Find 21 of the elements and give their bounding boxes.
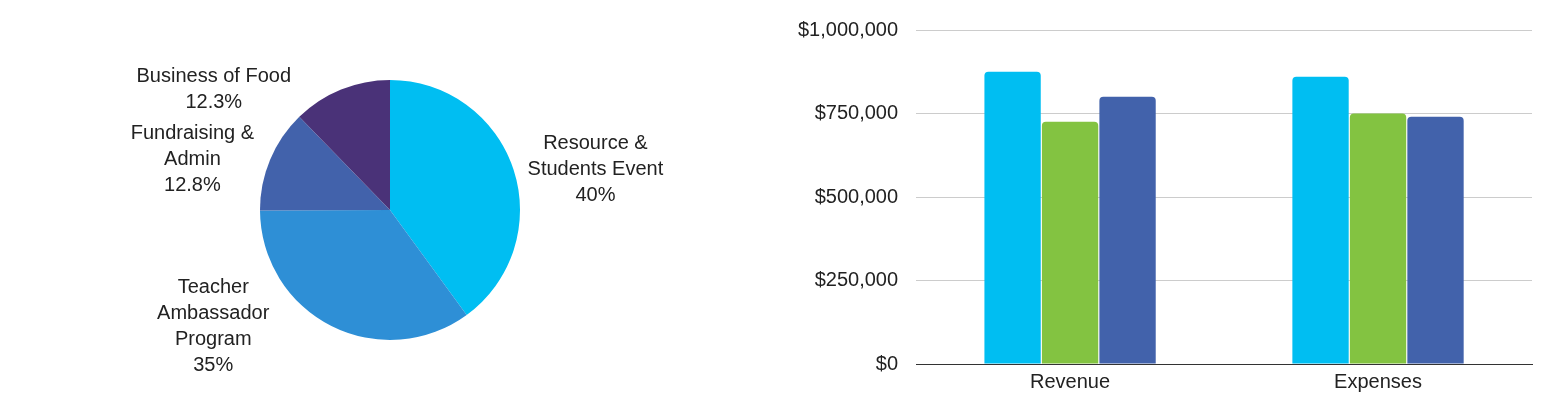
x-tick-label: Revenue — [1030, 369, 1111, 392]
slice-label: Business of Food — [136, 64, 292, 87]
data-label: 40% — [575, 183, 616, 206]
x-tick-label: Expenses — [1334, 369, 1422, 392]
data-label: 12.8% — [164, 173, 221, 196]
y-tick-label: $250,000 — [814, 268, 899, 291]
y-tick-label: $500,000 — [814, 184, 899, 207]
bar — [1292, 76, 1349, 364]
slice-label: Resource & Students Event — [527, 131, 664, 180]
y-tick-label: $1,000,000 — [797, 17, 899, 40]
bar — [1041, 121, 1099, 364]
y-tick-label: $0 — [875, 351, 899, 374]
bar — [1099, 96, 1156, 364]
bar — [984, 71, 1041, 364]
y-tick-label: $750,000 — [814, 101, 899, 124]
bar — [1407, 116, 1464, 364]
slice-label: Teacher Ambassador Program — [157, 274, 270, 349]
slice-label: Fundraising & Admin — [130, 121, 255, 170]
data-label: 35% — [193, 352, 234, 375]
data-label: 12.3% — [185, 90, 243, 113]
bar — [1349, 113, 1407, 364]
